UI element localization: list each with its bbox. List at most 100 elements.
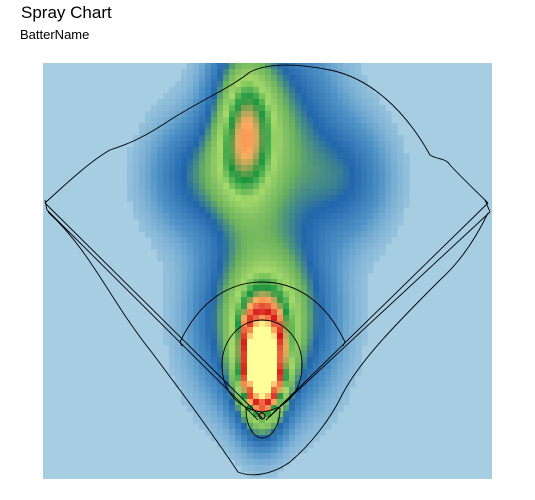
heatmap-cell	[289, 153, 296, 160]
heatmap-cell	[205, 141, 212, 148]
heatmap-cell	[247, 327, 254, 334]
heatmap-cell	[283, 327, 290, 334]
heatmap-cell	[319, 399, 326, 406]
heatmap-cell	[217, 153, 224, 160]
heatmap-cell	[355, 201, 362, 208]
heatmap-cell	[253, 363, 260, 370]
heatmap-cell	[229, 207, 236, 214]
heatmap-cell	[247, 189, 254, 196]
heatmap-cell	[295, 177, 302, 184]
heatmap-cell	[313, 213, 320, 220]
heatmap-cell	[271, 447, 278, 454]
heatmap-cell	[379, 189, 386, 196]
heatmap-cell	[349, 345, 356, 352]
heatmap-cell	[319, 147, 326, 154]
heatmap-cell	[307, 123, 314, 130]
heatmap-cell	[319, 129, 326, 136]
heatmap-cell	[295, 201, 302, 208]
heatmap-cell	[247, 435, 254, 442]
heatmap-cell	[163, 159, 170, 166]
heatmap-cell	[361, 171, 368, 178]
heatmap-cell	[271, 255, 278, 262]
heatmap-cell	[151, 153, 158, 160]
heatmap-cell	[373, 123, 380, 130]
heatmap-cell	[337, 141, 344, 148]
heatmap-cell	[169, 111, 176, 118]
heatmap-cell	[319, 171, 326, 178]
heatmap-cell	[361, 285, 368, 292]
heatmap-cell	[145, 171, 152, 178]
heatmap-cell	[283, 111, 290, 118]
heatmap-cell	[259, 75, 266, 82]
heatmap-cell	[241, 345, 248, 352]
heatmap-cell	[367, 117, 374, 124]
heatmap-cell	[247, 111, 254, 118]
heatmap-cell	[253, 129, 260, 136]
heatmap-cell	[163, 177, 170, 184]
heatmap-cell	[253, 441, 260, 448]
heatmap-cell	[397, 165, 404, 172]
heatmap-cell	[325, 381, 332, 388]
heatmap-cell	[337, 321, 344, 328]
heatmap-cell	[337, 387, 344, 394]
heatmap-cell	[247, 363, 254, 370]
heatmap-cell	[247, 315, 254, 322]
heatmap-cell	[295, 111, 302, 118]
heatmap-cell	[295, 219, 302, 226]
heatmap-cell	[199, 279, 206, 286]
heatmap-cell	[319, 219, 326, 226]
heatmap-cell	[265, 195, 272, 202]
heatmap-cell	[289, 159, 296, 166]
heatmap-cell	[139, 225, 146, 232]
heatmap-cell	[325, 183, 332, 190]
heatmap-cell	[277, 375, 284, 382]
heatmap-cell	[271, 129, 278, 136]
heatmap-cell	[241, 435, 248, 442]
heatmap-cell	[229, 117, 236, 124]
heatmap-cell	[199, 267, 206, 274]
heatmap-cell	[169, 147, 176, 154]
heatmap-cell	[331, 231, 338, 238]
heatmap-cell	[319, 177, 326, 184]
heatmap-cell	[175, 207, 182, 214]
heatmap-cell	[331, 267, 338, 274]
heatmap-cell	[247, 459, 254, 466]
heatmap-cell	[175, 309, 182, 316]
heatmap-cell	[307, 309, 314, 316]
heatmap-cell	[157, 195, 164, 202]
heatmap-cell	[229, 453, 236, 460]
heatmap-cell	[283, 423, 290, 430]
heatmap-cell	[253, 369, 260, 376]
heatmap-cell	[163, 201, 170, 208]
heatmap-cell	[271, 231, 278, 238]
heatmap-cell	[229, 291, 236, 298]
heatmap-cell	[217, 69, 224, 76]
heatmap-cell	[157, 219, 164, 226]
heatmap-cell	[331, 327, 338, 334]
heatmap-cell	[253, 231, 260, 238]
heatmap-cell	[187, 237, 194, 244]
heatmap-cell	[181, 363, 188, 370]
heatmap-cell	[223, 333, 230, 340]
heatmap-cell	[241, 333, 248, 340]
heatmap-cell	[307, 351, 314, 358]
heatmap-cell	[247, 465, 254, 472]
heatmap-cell	[199, 369, 206, 376]
heatmap-cell	[367, 135, 374, 142]
heatmap-cell	[259, 213, 266, 220]
heatmap-cell	[367, 141, 374, 148]
heatmap-cell	[175, 153, 182, 160]
heatmap-cell	[265, 219, 272, 226]
heatmap-cell	[199, 87, 206, 94]
heatmap-cell	[193, 177, 200, 184]
heatmap-cell	[301, 423, 308, 430]
heatmap-cell	[241, 261, 248, 268]
heatmap-cell	[289, 351, 296, 358]
heatmap-cell	[331, 381, 338, 388]
heatmap-cell	[163, 327, 170, 334]
heatmap-cell	[301, 231, 308, 238]
heatmap-cell	[337, 249, 344, 256]
heatmap-cell	[205, 351, 212, 358]
heatmap-cell	[235, 213, 242, 220]
heatmap-cell	[211, 399, 218, 406]
